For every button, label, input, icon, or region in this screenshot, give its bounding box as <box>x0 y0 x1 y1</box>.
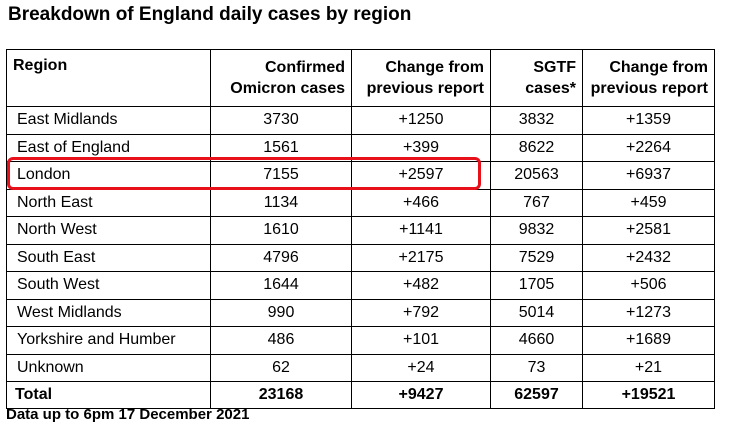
page-title: Breakdown of England daily cases by regi… <box>8 4 412 25</box>
confirmed-omicron-cases: 486 <box>210 326 352 355</box>
sgtf-change: +1359 <box>582 106 715 135</box>
region-name: Unknown <box>6 353 211 382</box>
table-row: South East 4796 +2175 7529 +2432 <box>6 243 715 272</box>
header-region-label: Region <box>13 57 68 74</box>
confirmed-omicron-cases: 4796 <box>210 243 352 272</box>
sgtf-change: +1273 <box>582 298 715 327</box>
sgtf-cases: 7529 <box>490 243 583 272</box>
sgtf-cases: 5014 <box>490 298 583 327</box>
region-name: East of England <box>6 133 211 162</box>
omicron-change: +1141 <box>351 216 491 245</box>
omicron-change: +792 <box>351 298 491 327</box>
table-header: Region Confirmed Omicron cases Change fr… <box>6 49 715 107</box>
sgtf-change: +2264 <box>582 133 715 162</box>
omicron-change: +2175 <box>351 243 491 272</box>
header-sgtf-change-line-2: previous report <box>590 80 708 97</box>
sgtf-cases: 4660 <box>490 326 583 355</box>
header-sgtf-change: Change from previous report <box>582 49 715 107</box>
omicron-change: +24 <box>351 353 491 382</box>
table-row: East of England 1561 +399 8622 +2264 <box>6 133 715 162</box>
total-confirmed-omicron: 23168 <box>210 381 352 409</box>
header-confirmed-line-1: Confirmed <box>265 59 345 76</box>
table-row: Unknown 62 +24 73 +21 <box>6 353 715 382</box>
sgtf-change: +506 <box>582 271 715 300</box>
table-row: North West 1610 +1141 9832 +2581 <box>6 216 715 245</box>
table-footer: Total 23168 +9427 62597 +19521 <box>6 381 715 409</box>
table-row-london: London 7155 +2597 20563 +6937 <box>6 161 715 190</box>
header-omicron-change-line-1: Change from <box>385 59 484 76</box>
header-confirmed-omicron: Confirmed Omicron cases <box>210 49 352 107</box>
table-row: North East 1134 +466 767 +459 <box>6 188 715 217</box>
total-row: Total 23168 +9427 62597 +19521 <box>6 381 715 409</box>
header-sgtf-line-1: SGTF <box>533 59 576 76</box>
confirmed-omicron-cases: 62 <box>210 353 352 382</box>
omicron-change: +101 <box>351 326 491 355</box>
sgtf-cases: 1705 <box>490 271 583 300</box>
header-sgtf-change-line-1: Change from <box>609 59 708 76</box>
confirmed-omicron-cases: 7155 <box>210 161 352 190</box>
omicron-change: +482 <box>351 271 491 300</box>
confirmed-omicron-cases: 1610 <box>210 216 352 245</box>
confirmed-omicron-cases: 1134 <box>210 188 352 217</box>
header-omicron-change-line-2: previous report <box>366 80 484 97</box>
omicron-change: +466 <box>351 188 491 217</box>
header-sgtf-line-2: cases* <box>525 80 576 97</box>
sgtf-cases: 73 <box>490 353 583 382</box>
regional-cases-table: Region Confirmed Omicron cases Change fr… <box>6 49 715 409</box>
header-confirmed-line-2: Omicron cases <box>230 80 345 97</box>
region-name: South East <box>6 243 211 272</box>
sgtf-change: +6937 <box>582 161 715 190</box>
total-omicron-change: +9427 <box>351 381 491 409</box>
sgtf-change: +21 <box>582 353 715 382</box>
sgtf-change: +1689 <box>582 326 715 355</box>
sgtf-change: +2432 <box>582 243 715 272</box>
omicron-change: +1250 <box>351 106 491 135</box>
region-name: South West <box>6 271 211 300</box>
total-sgtf-cases: 62597 <box>490 381 583 409</box>
sgtf-change: +2581 <box>582 216 715 245</box>
table-body: East Midlands 3730 +1250 3832 +1359 East… <box>6 106 715 382</box>
region-name: London <box>6 161 211 190</box>
confirmed-omicron-cases: 1561 <box>210 133 352 162</box>
table-row: East Midlands 3730 +1250 3832 +1359 <box>6 106 715 135</box>
sgtf-cases: 8622 <box>490 133 583 162</box>
region-name: East Midlands <box>6 106 211 135</box>
total-sgtf-change: +19521 <box>582 381 715 409</box>
data-footnote: Data up to 6pm 17 December 2021 <box>6 406 250 423</box>
header-omicron-change: Change from previous report <box>351 49 491 107</box>
region-name: North West <box>6 216 211 245</box>
header-sgtf-cases: SGTF cases* <box>490 49 583 107</box>
region-name: North East <box>6 188 211 217</box>
header-region: Region <box>6 49 211 107</box>
table-row: Yorkshire and Humber 486 +101 4660 +1689 <box>6 326 715 355</box>
confirmed-omicron-cases: 990 <box>210 298 352 327</box>
sgtf-cases: 20563 <box>490 161 583 190</box>
sgtf-cases: 3832 <box>490 106 583 135</box>
omicron-change: +2597 <box>351 161 491 190</box>
total-label: Total <box>6 381 211 409</box>
confirmed-omicron-cases: 3730 <box>210 106 352 135</box>
region-name: Yorkshire and Humber <box>6 326 211 355</box>
region-name: West Midlands <box>6 298 211 327</box>
sgtf-cases: 9832 <box>490 216 583 245</box>
header-row: Region Confirmed Omicron cases Change fr… <box>6 49 715 107</box>
table-row: South West 1644 +482 1705 +506 <box>6 271 715 300</box>
confirmed-omicron-cases: 1644 <box>210 271 352 300</box>
sgtf-change: +459 <box>582 188 715 217</box>
table-row: West Midlands 990 +792 5014 +1273 <box>6 298 715 327</box>
omicron-change: +399 <box>351 133 491 162</box>
sgtf-cases: 767 <box>490 188 583 217</box>
